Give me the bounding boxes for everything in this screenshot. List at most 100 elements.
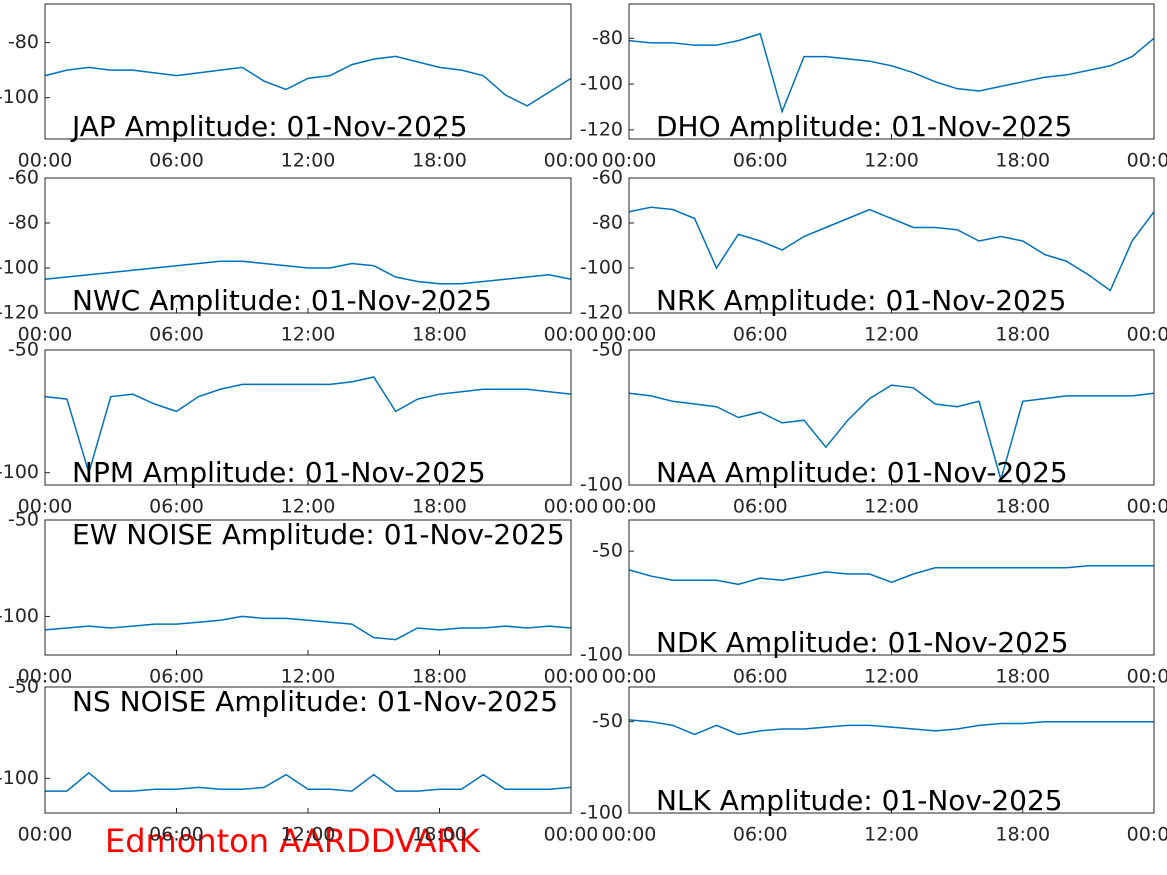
y-tick-label: -100 — [0, 605, 39, 627]
chart-title: NS NOISE Amplitude: 01-Nov-2025 — [72, 685, 558, 718]
plot-area — [629, 350, 1154, 485]
chart-title: NDK Amplitude: 01-Nov-2025 — [656, 626, 1069, 659]
x-tick-label: 06:00 — [149, 496, 204, 518]
series-line — [44, 55, 572, 107]
y-tick-label: -100 — [0, 257, 39, 279]
y-tick-label: -80 — [8, 31, 39, 53]
x-tick-label: 12:00 — [281, 150, 336, 172]
plot-area — [629, 178, 1154, 313]
series-line — [628, 206, 1155, 292]
x-tick-label: 00:00 — [602, 324, 657, 346]
y-tick-label: -50 — [8, 509, 39, 531]
y-tick-label: -120 — [0, 302, 39, 324]
chart-title: NLK Amplitude: 01-Nov-2025 — [656, 784, 1063, 817]
chart-title: NRK Amplitude: 01-Nov-2025 — [656, 284, 1066, 317]
x-tick-label: 06:00 — [149, 150, 204, 172]
x-tick-label: 18:00 — [995, 824, 1050, 846]
x-tick-label: 12:00 — [281, 666, 336, 688]
x-tick-label: 12:00 — [864, 150, 919, 172]
x-tick-label: 12:00 — [864, 496, 919, 518]
y-tick-label: -80 — [592, 27, 623, 49]
plot-area — [45, 520, 571, 655]
series-line — [628, 564, 1154, 586]
y-tick-label: -100 — [0, 86, 39, 108]
y-tick-label: -50 — [8, 339, 39, 361]
x-tick-label: 18:00 — [412, 824, 467, 846]
x-tick-label: 00:00 — [544, 496, 599, 518]
x-tick-label: 00:00 — [544, 150, 599, 172]
x-tick-label: 12:00 — [864, 824, 919, 846]
x-tick-label: 06:00 — [733, 150, 788, 172]
y-tick-label: -100 — [580, 257, 623, 279]
y-tick-label: -80 — [592, 212, 623, 234]
plot-area — [45, 4, 571, 139]
x-tick-label: 00:00 — [18, 666, 73, 688]
y-tick-label: -60 — [8, 167, 39, 189]
plot-area — [45, 350, 571, 485]
x-tick-label: 12:00 — [864, 324, 919, 346]
x-tick-label: 00:00 — [544, 824, 599, 846]
x-tick-label: 00:00 — [602, 496, 657, 518]
x-tick-label: 00:00 — [1127, 496, 1167, 518]
x-tick-label: 06:00 — [149, 824, 204, 846]
y-tick-label: -50 — [592, 710, 623, 732]
x-tick-label: 00:00 — [544, 324, 599, 346]
series-line — [44, 376, 572, 476]
y-tick-label: -100 — [580, 802, 623, 824]
x-tick-label: 18:00 — [995, 666, 1050, 688]
y-tick-label: -60 — [592, 167, 623, 189]
chart-title: JAP Amplitude: 01-Nov-2025 — [70, 110, 468, 143]
plot-area — [629, 4, 1154, 139]
x-tick-label: 12:00 — [281, 496, 336, 518]
y-tick-label: -50 — [592, 540, 623, 562]
x-tick-label: 06:00 — [733, 324, 788, 346]
x-tick-label: 00:00 — [1127, 824, 1167, 846]
y-tick-label: -100 — [0, 767, 39, 789]
x-tick-label: 18:00 — [412, 666, 467, 688]
y-tick-label: -120 — [580, 118, 623, 140]
y-tick-label: -120 — [580, 302, 623, 324]
series-line — [628, 384, 1155, 483]
y-tick-label: -100 — [580, 644, 623, 666]
caption: Edmonton AARDDVARK — [105, 822, 481, 860]
x-tick-label: 00:00 — [602, 150, 657, 172]
series-line — [628, 719, 1154, 736]
x-tick-label: 06:00 — [733, 666, 788, 688]
x-tick-label: 00:00 — [1127, 666, 1167, 688]
x-tick-label: 18:00 — [995, 496, 1050, 518]
chart-title: NAA Amplitude: 01-Nov-2025 — [656, 456, 1068, 489]
x-tick-label: 00:00 — [18, 496, 73, 518]
x-tick-label: 12:00 — [281, 324, 336, 346]
y-tick-label: -50 — [592, 339, 623, 361]
plot-area — [629, 687, 1154, 813]
plot-area — [45, 178, 571, 313]
x-tick-label: 06:00 — [149, 666, 204, 688]
x-tick-label: 06:00 — [149, 324, 204, 346]
series-line — [45, 771, 572, 792]
x-tick-label: 00:00 — [1127, 324, 1167, 346]
x-tick-label: 00:00 — [18, 150, 73, 172]
y-tick-label: -80 — [8, 212, 39, 234]
x-tick-label: 12:00 — [281, 824, 336, 846]
y-tick-label: -100 — [580, 73, 623, 95]
series-line — [44, 615, 572, 641]
plot-area — [45, 687, 571, 813]
x-tick-label: 00:00 — [602, 824, 657, 846]
x-tick-label: 18:00 — [412, 324, 467, 346]
x-tick-label: 18:00 — [412, 150, 467, 172]
y-tick-label: -100 — [0, 461, 39, 483]
x-tick-label: 00:00 — [1127, 150, 1167, 172]
chart-title: NWC Amplitude: 01-Nov-2025 — [72, 284, 492, 317]
y-tick-label: -100 — [580, 474, 623, 496]
plot-area — [629, 520, 1154, 655]
chart-title: NPM Amplitude: 01-Nov-2025 — [72, 456, 486, 489]
chart-title: EW NOISE Amplitude: 01-Nov-2025 — [72, 518, 565, 551]
x-tick-label: 18:00 — [995, 150, 1050, 172]
x-tick-label: 06:00 — [733, 824, 788, 846]
x-tick-label: 00:00 — [544, 666, 599, 688]
x-tick-label: 00:00 — [602, 666, 657, 688]
x-tick-label: 00:00 — [18, 824, 73, 846]
x-tick-label: 18:00 — [412, 496, 467, 518]
x-tick-label: 06:00 — [733, 496, 788, 518]
